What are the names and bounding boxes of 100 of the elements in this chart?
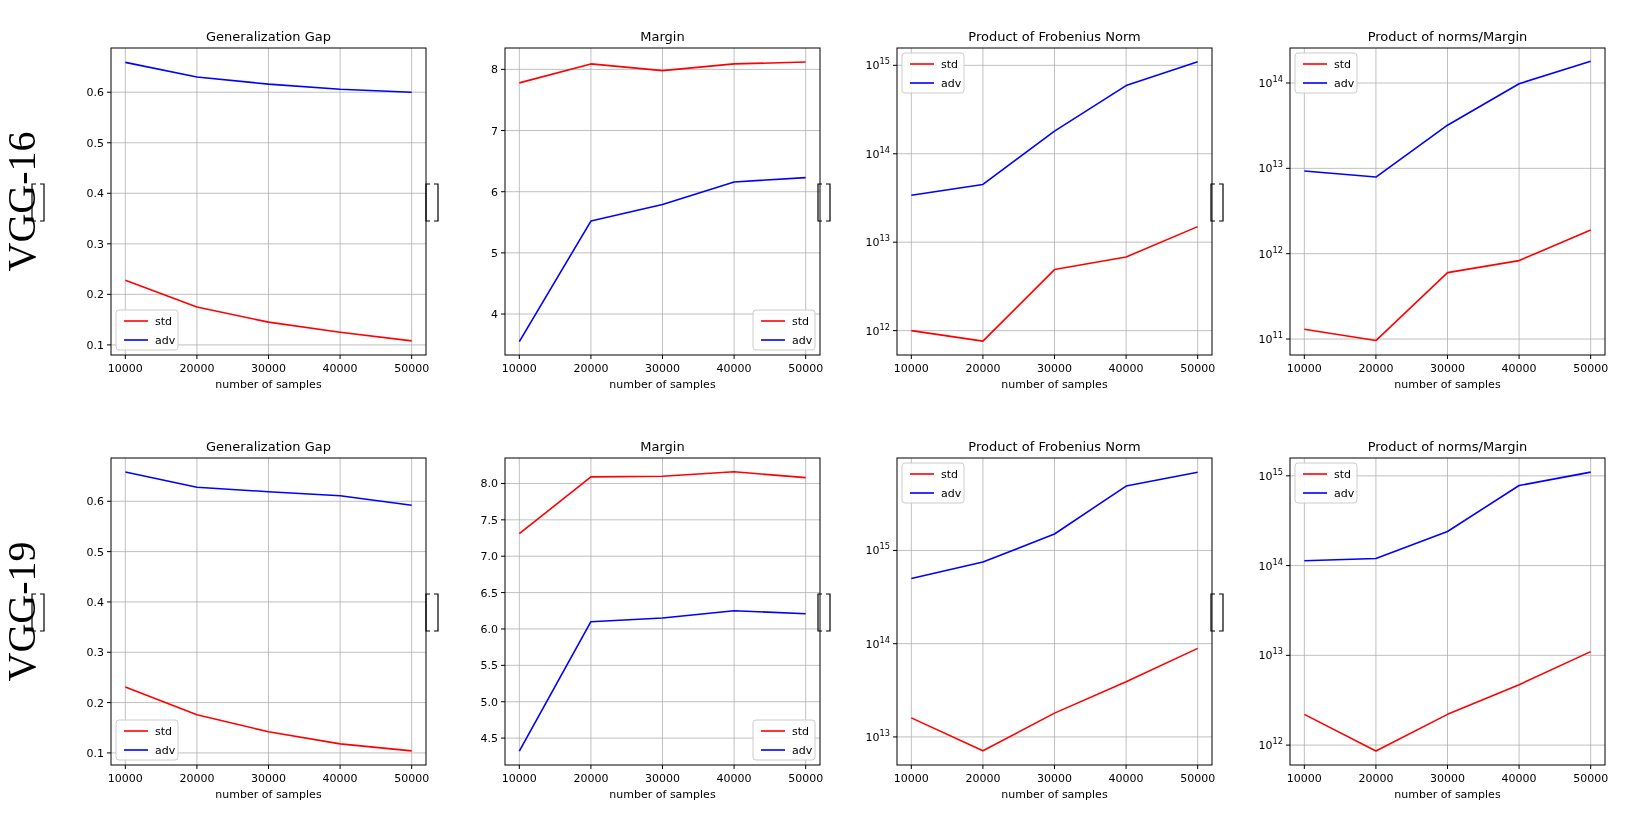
chart-title: Product of norms/Margin [1367,29,1528,44]
x-tick-label: 10000 [1286,772,1322,785]
line-series [124,686,413,752]
x-tick-label: 20000 [573,772,609,785]
x-tick-label: 30000 [251,362,286,375]
x-axis-title: number of samples [215,378,322,391]
x-axis-title: number of samples [1394,378,1501,391]
x-axis-title: number of samples [609,788,716,801]
y-tick-label: 0.4 [86,187,104,201]
x-tick-label: 20000 [179,772,215,785]
y-tick-label: 0.3 [86,237,104,251]
line-series [1303,471,1592,562]
y-tick-label: 0.5 [86,545,104,559]
chart-title: Product of Frobenius Norm [968,439,1141,454]
x-tick-label: 20000 [965,772,1001,785]
y-tick-label: 7.5 [480,513,498,527]
x-tick-label: 10000 [893,362,929,375]
line-series [1303,229,1592,342]
y-tick-label: 10$^{14}$ [865,634,890,651]
y-tick-label: 10$^{15}$ [865,56,890,73]
legend-label: std [941,468,959,481]
y-tick-label: 0.5 [86,136,104,150]
y-tick-label: 7.0 [480,550,498,564]
legend-label: adv [155,334,176,347]
y-tick-label: 0.3 [86,646,104,660]
x-tick-label: 30000 [251,772,286,785]
y-tick-label: 5 [491,246,498,260]
line-series [124,61,413,94]
chart-title: Margin [640,29,685,44]
y-tick-label: 0.6 [86,495,104,509]
y-tick-label: 6 [491,185,498,199]
x-tick-label: 20000 [1358,772,1394,785]
chart-title: Product of norms/Margin [1367,439,1528,454]
line-series [1303,650,1592,752]
y-tick-label: 6.5 [480,586,498,600]
y-tick-label: 5.0 [480,695,498,709]
legend-label: std [155,725,173,738]
legend-label: std [1334,468,1352,481]
y-tick-label: 0.2 [86,696,104,710]
legend-label: std [792,315,810,328]
legend-label: std [792,725,810,738]
x-tick-label: 10000 [1286,362,1322,375]
line-series [910,225,1199,342]
y-tick-label: 0.4 [86,595,104,609]
x-tick-label: 20000 [1358,362,1394,375]
y-tick-label: 10$^{13}$ [1258,646,1283,663]
y-tick-label: 4 [491,308,498,322]
x-tick-label: 40000 [716,362,752,375]
x-tick-label: 40000 [1501,772,1537,785]
y-tick-label: 0.1 [86,746,104,760]
x-axis-title: number of samples [609,378,716,391]
legend-label: adv [792,334,813,347]
x-tick-label: 50000 [788,772,824,785]
chart-title: Generalization Gap [206,29,331,44]
x-tick-label: 50000 [1180,772,1216,785]
y-tick-label: 4.5 [480,732,498,746]
x-axis-title: number of samples [1001,788,1108,801]
y-tick-label: 0.6 [86,86,104,100]
legend-label: std [941,58,959,71]
x-tick-label: 40000 [1108,772,1144,785]
x-tick-label: 50000 [394,772,430,785]
x-tick-label: 20000 [179,362,215,375]
legend-label: adv [1334,487,1355,500]
line-series [910,647,1199,752]
legend-label: adv [1334,77,1355,90]
y-tick-label: 10$^{13}$ [865,727,890,744]
x-tick-label: 10000 [893,772,929,785]
line-series [518,61,807,84]
line-series [124,471,413,507]
line-series [124,279,413,342]
y-tick-label: 10$^{12}$ [1258,244,1283,261]
line-series [910,60,1199,196]
y-axis-title: VGG-19 [0,541,44,682]
y-tick-label: 0.2 [86,288,104,302]
x-tick-label: 30000 [1037,772,1072,785]
y-tick-label: 5.5 [480,659,498,673]
x-axis-title: number of samples [1394,788,1501,801]
x-axis-title: number of samples [215,788,322,801]
y-axis-title: VGG-16 [0,131,44,272]
y-tick-label: 10$^{13}$ [865,233,890,250]
x-tick-label: 40000 [322,772,358,785]
x-tick-label: 50000 [788,362,824,375]
legend-label: adv [155,744,176,757]
y-tick-label: 0.1 [86,338,104,352]
y-tick-label: 7 [491,124,498,138]
chart-title: Margin [640,439,685,454]
x-tick-label: 10000 [107,362,143,375]
x-tick-label: 30000 [645,362,680,375]
x-tick-label: 40000 [1108,362,1144,375]
legend-label: adv [941,487,962,500]
x-tick-label: 50000 [1180,362,1216,375]
y-tick-label: 10$^{11}$ [1258,330,1283,347]
x-tick-label: 30000 [1037,362,1072,375]
y-tick-label: 8 [491,63,498,77]
x-tick-label: 10000 [501,362,537,375]
x-tick-label: 30000 [1430,362,1465,375]
y-tick-label: 10$^{15}$ [865,541,890,558]
x-tick-label: 30000 [645,772,680,785]
y-tick-label: 10$^{14}$ [1258,556,1283,573]
x-axis-title: number of samples [1001,378,1108,391]
